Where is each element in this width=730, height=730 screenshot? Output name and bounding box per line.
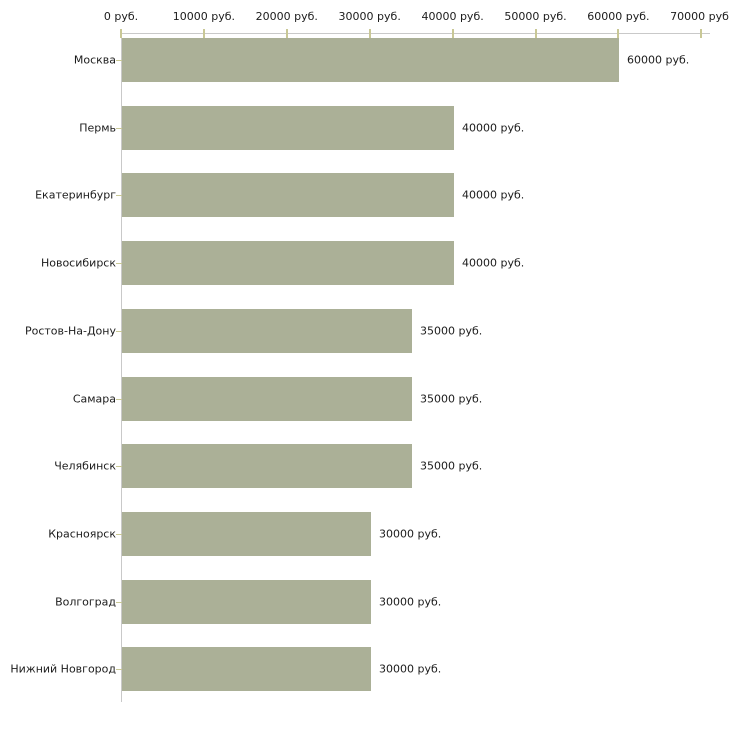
x-axis-tick-label: 70000 руб. bbox=[670, 10, 730, 23]
x-axis-tick bbox=[368, 29, 371, 38]
y-axis-tick bbox=[116, 60, 124, 61]
category-label: Челябинск bbox=[54, 459, 116, 473]
y-axis-tick bbox=[116, 195, 124, 197]
x-axis-tick bbox=[120, 29, 122, 38]
y-axis-tick bbox=[116, 466, 124, 468]
x-axis-tick-label: 20000 руб. bbox=[255, 10, 318, 23]
bar bbox=[122, 173, 454, 218]
category-label: Самара bbox=[72, 392, 116, 405]
bar bbox=[122, 376, 412, 421]
y-axis-tick bbox=[116, 330, 124, 332]
x-axis-tick bbox=[451, 29, 454, 38]
category-label: Красноярск bbox=[48, 527, 116, 541]
y-axis-tick bbox=[116, 263, 124, 265]
x-axis-tick bbox=[285, 29, 288, 38]
x-axis-tick-label: 10000 руб. bbox=[172, 10, 236, 23]
x-axis-tick-label: 30000 руб. bbox=[338, 10, 401, 23]
value-label: 30000 руб. bbox=[379, 662, 442, 676]
bar bbox=[122, 511, 371, 556]
category-label: Москва bbox=[73, 53, 116, 67]
x-axis-tick bbox=[534, 29, 537, 38]
category-label: Екатеринбург bbox=[35, 188, 116, 202]
category-label: Ростов-На-Дону bbox=[24, 324, 116, 338]
x-axis-tick bbox=[617, 29, 620, 38]
bar bbox=[122, 241, 454, 286]
value-label: 40000 руб. bbox=[462, 256, 525, 270]
category-label: Пермь bbox=[79, 121, 116, 135]
y-axis-tick bbox=[116, 601, 124, 603]
value-label: 35000 руб. bbox=[420, 459, 483, 473]
x-axis-tick-label: 60000 руб. bbox=[587, 10, 650, 23]
y-axis-tick bbox=[116, 533, 124, 535]
y-axis-tick bbox=[116, 669, 124, 671]
x-axis-tick-label: 0 руб. bbox=[103, 10, 139, 23]
value-label: 60000 руб. bbox=[627, 53, 690, 67]
bar bbox=[122, 444, 412, 489]
x-axis-tick-label: 40000 руб. bbox=[421, 10, 484, 23]
bar bbox=[122, 105, 454, 150]
value-label: 40000 руб. bbox=[462, 121, 525, 135]
y-axis-tick bbox=[116, 127, 124, 129]
x-axis-line bbox=[121, 33, 711, 34]
value-label: 30000 руб. bbox=[379, 595, 442, 609]
value-label: 35000 руб. bbox=[420, 392, 483, 405]
bar bbox=[122, 647, 371, 692]
value-label: 30000 руб. bbox=[379, 527, 442, 541]
bar bbox=[122, 38, 619, 82]
category-label: Новосибирск bbox=[40, 256, 116, 270]
category-label: Волгоград bbox=[55, 595, 116, 609]
value-label: 35000 руб. bbox=[420, 324, 483, 338]
x-axis-tick bbox=[202, 29, 205, 38]
y-axis-line bbox=[121, 33, 122, 702]
category-label: Нижний Новгород bbox=[10, 662, 116, 676]
x-axis-tick bbox=[700, 29, 703, 38]
x-axis-tick-label: 50000 руб. bbox=[504, 10, 567, 23]
y-axis-tick bbox=[116, 398, 124, 400]
value-label: 40000 руб. bbox=[462, 188, 525, 202]
bar bbox=[122, 579, 371, 624]
bar bbox=[122, 308, 412, 353]
